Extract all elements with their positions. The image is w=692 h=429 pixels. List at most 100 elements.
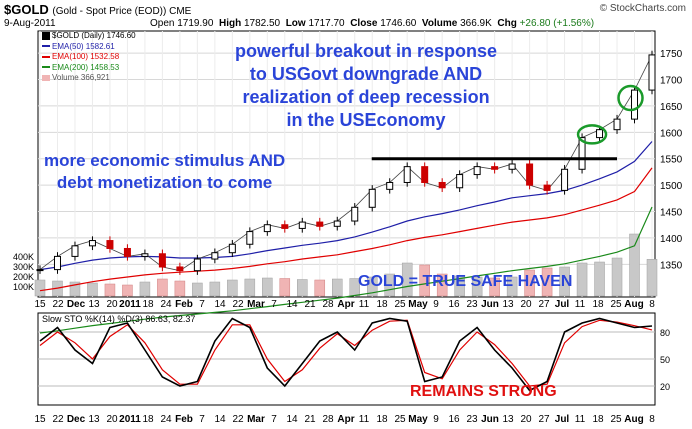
price-x-tick-label: Mar [247,299,265,310]
price-x-tick-label: 16 [448,299,460,310]
volume-bar [332,278,343,297]
price-bar [438,181,446,189]
legend-ema100: EMA(100) 1532.58 [42,52,136,63]
stoch-x-tick-label: 25 [394,414,406,425]
price-bar [281,224,289,229]
price-bar [456,174,464,189]
stoch-x-tick-label: 18 [592,414,604,425]
price-bar [123,247,131,257]
stoch-x-tick-label: 24 [160,414,172,425]
volume-bar [227,279,238,297]
price-bar [473,166,481,176]
price-bar [421,166,429,183]
price-bar [158,253,166,268]
low-label: Low [285,18,306,29]
price-bar [491,166,499,170]
volume-bar [244,278,256,297]
price-bar [228,243,236,254]
stoch-x-tick-label: 27 [538,414,550,425]
volume-bar [419,264,430,297]
price-bar [88,240,96,247]
price-bar [526,163,534,186]
volume-tick-label: 200K [13,272,34,282]
stoch-x-tick-label: 20 [106,414,118,425]
volume-bar [87,282,98,297]
breakout-ellipse-2 [617,84,644,112]
stoch-x-tick-label: 8 [649,414,655,425]
price-x-tick-label: 23 [466,299,478,310]
volume-bar [209,281,221,297]
stoch-x-tick-label: Jun [481,414,499,425]
price-x-tick-label: 24 [160,299,172,310]
price-bar [71,245,79,257]
price-bar [36,269,44,272]
price-x-tick-label: 11 [359,299,370,310]
volume-bar [524,269,535,297]
price-x-tick-label: 8 [649,299,655,310]
price-tick-label: 1600 [660,128,683,139]
price-tick-label: 1700 [660,76,683,87]
volume-bars [34,233,658,297]
volume-bar [629,233,640,297]
stoch-x-tick-label: 7 [271,414,277,425]
stoch-tick-label: 80 [660,328,670,338]
annotation-breakout-line3: realization of deep recession [242,87,490,107]
price-x-tick-label: 20 [520,299,532,310]
stoch-x-tick-label: 14 [286,414,298,425]
price-x-tick-label: 21 [304,299,316,310]
price-x-tick-label: 25 [610,299,622,310]
stoch-x-tick-label: 2011 [119,414,141,425]
price-x-tick-label: Jul [555,299,570,310]
price-x-tick-label: 9 [433,299,439,310]
annotation-remains-strong: REMAINS STRONG [410,383,557,400]
price-bar [561,168,569,191]
price-bar [193,258,201,272]
price-x-tick-label: 25 [394,299,406,310]
price-bar [298,221,306,229]
high-label: High [218,18,242,29]
volume-bar [454,275,465,297]
stoch-x-tick-label: Aug [624,414,643,425]
volume-bar [157,278,168,297]
volume-bar [279,278,291,297]
annotation-breakout-line2: to USGovt downgrade AND [249,64,483,84]
price-x-tick-label: Feb [175,299,193,310]
price-tick-label: 1400 [660,234,683,245]
price-bar [648,54,656,91]
price-bar [368,188,376,208]
price-bar [578,137,586,170]
volume-bar [506,276,518,297]
annotation-stimulus-line1: more economic stimulus AND [44,151,286,170]
volume-bar [401,262,413,297]
stoch-x-tick-label: 18 [376,414,388,425]
volume-bar [174,280,186,297]
price-bars [36,50,656,275]
price-tick-label: 1450 [660,208,683,219]
stoch-x-tick-label: 22 [232,414,244,425]
price-x-tick-label: 14 [286,299,298,310]
symbol: $GOLD [4,2,49,17]
price-x-tick-label: 18 [376,299,388,310]
price-x-tick-label: 20 [106,299,118,310]
close-value: 1746.60 [380,18,417,29]
price-x-tick-label: May [408,299,428,310]
volume-label: Volume [421,18,458,29]
open-label: Open [150,18,175,29]
stoch-x-tick-label: Mar [247,414,265,425]
legend-ema200: EMA(200) 1458.53 [42,63,136,74]
price-bar [53,255,61,271]
brand-label: © StockCharts.com [599,3,686,14]
price-tick-label: 1500 [660,181,683,192]
volume-value: 366.9K [460,18,492,29]
stoch-x-tick-label: 28 [322,414,334,425]
stoch-x-tick-label: 22 [52,414,64,425]
quote-line: Open 1719.90 High 1782.50 Low 1717.70 Cl… [150,18,594,29]
legend-price: $GOLD (Daily) 1746.60 [42,31,136,42]
stoch-x-tick-label: 11 [575,414,586,425]
price-bar [333,220,341,227]
price-bar [351,206,359,222]
volume-bar [314,279,326,297]
price-x-tick-label: 14 [214,299,226,310]
stoch-x-tick-label: 23 [466,414,478,425]
stoch-x-tick-label: 21 [304,414,316,425]
